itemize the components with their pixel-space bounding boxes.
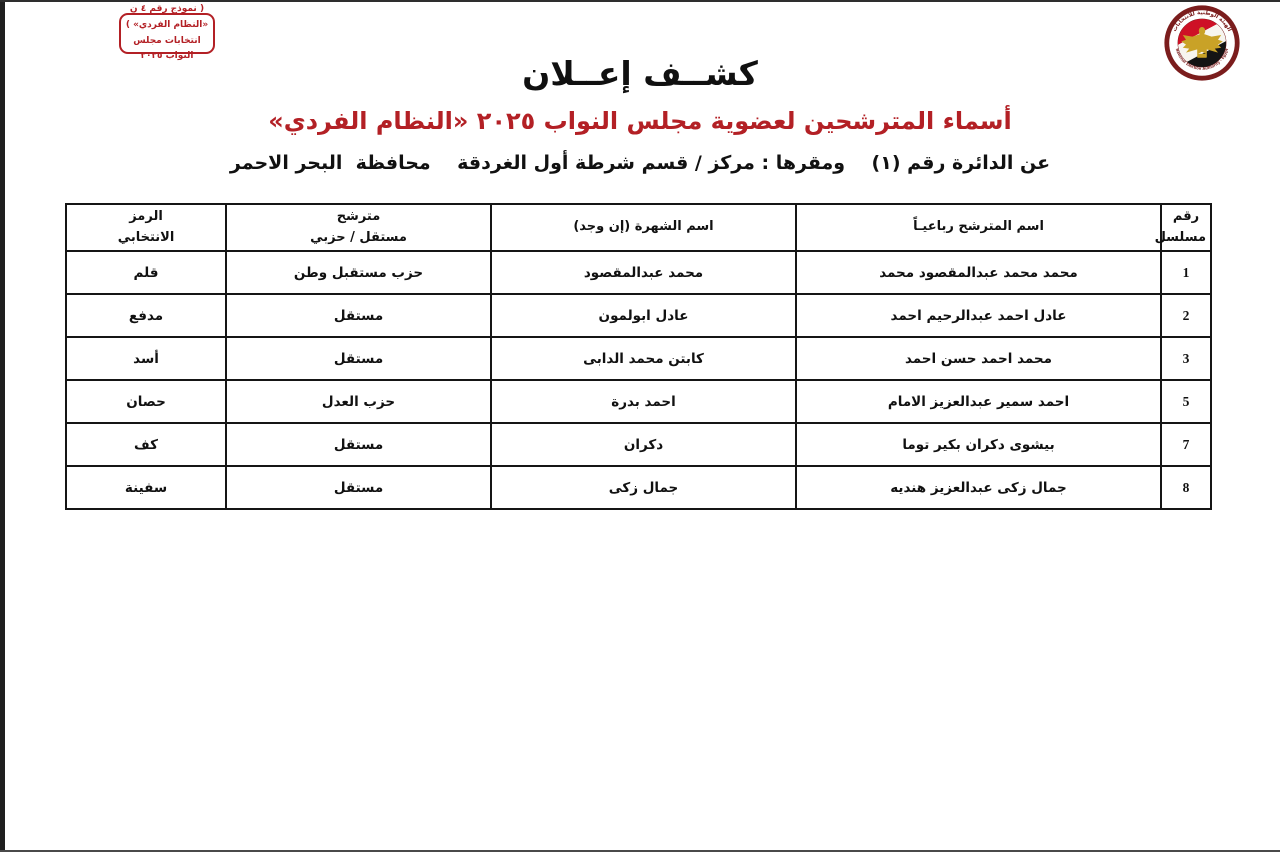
cell-serial: 5 xyxy=(1160,379,1212,424)
col-header-affiliation: مترشح مستقل / حزبي xyxy=(225,203,492,252)
table-row: 5 احمد سمير عبدالعزيز الامام احمد بدرة ح… xyxy=(65,379,1212,424)
cell-fame: دكران xyxy=(490,422,797,467)
table-row: 3 محمد احمد حسن احمد كابتن محمد الدابى م… xyxy=(65,336,1212,381)
cell-affiliation: مستقل xyxy=(225,422,492,467)
cell-name: محمد محمد عبدالمقصود محمد xyxy=(795,250,1162,295)
cell-name: احمد سمير عبدالعزيز الامام xyxy=(795,379,1162,424)
table-header-row: رقم مسلسل اسم المترشح رباعيـاً اسم الشهر… xyxy=(65,203,1212,252)
table-row: 7 بيشوى دكران بكير توما دكران مستقل كف xyxy=(65,422,1212,467)
col-header-symbol: الرمز الانتخابي xyxy=(65,203,227,252)
cell-symbol: حصان xyxy=(65,379,227,424)
cell-serial: 8 xyxy=(1160,465,1212,510)
cell-name: بيشوى دكران بكير توما xyxy=(795,422,1162,467)
cell-fame: عادل ابولمون xyxy=(490,293,797,338)
cell-fame: كابتن محمد الدابى xyxy=(490,336,797,381)
cell-name: عادل احمد عبدالرحيم احمد xyxy=(795,293,1162,338)
cell-serial: 1 xyxy=(1160,250,1212,295)
district-line: عن الدائرة رقم (١) ومقرها : مركز / قسم ش… xyxy=(229,152,1051,174)
col-header-serial: رقم مسلسل xyxy=(1155,203,1212,252)
cell-name: محمد احمد حسن احمد xyxy=(795,336,1162,381)
table-body: 1 محمد محمد عبدالمقصود محمد محمد عبدالمق… xyxy=(65,250,1212,510)
cell-serial: 2 xyxy=(1160,293,1212,338)
form-number-line2: انتخابات مجلس النواب ٢٠٢٥ xyxy=(133,35,201,62)
form-number-box: ( نموذج رقم ٤ ن «النظام الفردي» ) انتخاب… xyxy=(119,4,215,61)
scan-edge-top xyxy=(0,0,1280,2)
cell-symbol: أسد xyxy=(65,336,227,381)
cell-fame: محمد عبدالمقصود xyxy=(490,250,797,295)
table-row: 2 عادل احمد عبدالرحيم احمد عادل ابولمون … xyxy=(65,293,1212,338)
cell-affiliation: حزب مستقبل وطن xyxy=(225,250,492,295)
page-title: كشــف إعــلان xyxy=(522,54,758,93)
form-number-line1: ( نموذج رقم ٤ ن «النظام الفردي» ) xyxy=(125,4,209,30)
cell-serial: 7 xyxy=(1160,422,1212,467)
national-election-authority-logo-icon: الهيئة الوطنية للانتخابات National Elect… xyxy=(1164,5,1240,81)
scan-edge-left xyxy=(0,0,5,852)
cell-symbol: قلم xyxy=(65,250,227,295)
eagle-icon xyxy=(1181,27,1223,58)
cell-fame: احمد بدرة xyxy=(490,379,797,424)
cell-symbol: مدفع xyxy=(65,293,227,338)
table-row: 1 محمد محمد عبدالمقصود محمد محمد عبدالمق… xyxy=(65,250,1212,295)
cell-affiliation: مستقل xyxy=(225,465,492,510)
cell-affiliation: مستقل xyxy=(225,293,492,338)
cell-symbol: سفينة xyxy=(65,465,227,510)
scan-edge-bottom xyxy=(0,850,1280,852)
cell-name: جمال زكى عبدالعزيز هنديه xyxy=(795,465,1162,510)
cell-symbol: كف xyxy=(65,422,227,467)
cell-fame: جمال زكى xyxy=(490,465,797,510)
cell-affiliation: حزب العدل xyxy=(225,379,492,424)
page-subtitle: أسماء المترشحين لعضوية مجلس النواب ٢٠٢٥ … xyxy=(268,107,1012,135)
table-row: 8 جمال زكى عبدالعزيز هنديه جمال زكى مستق… xyxy=(65,465,1212,510)
cell-serial: 3 xyxy=(1160,336,1212,381)
cell-affiliation: مستقل xyxy=(225,336,492,381)
candidates-table: رقم مسلسل اسم المترشح رباعيـاً اسم الشهر… xyxy=(65,203,1212,510)
col-header-fame: اسم الشهرة (إن وجد) xyxy=(490,203,797,252)
col-header-name: اسم المترشح رباعيـاً xyxy=(795,203,1162,252)
